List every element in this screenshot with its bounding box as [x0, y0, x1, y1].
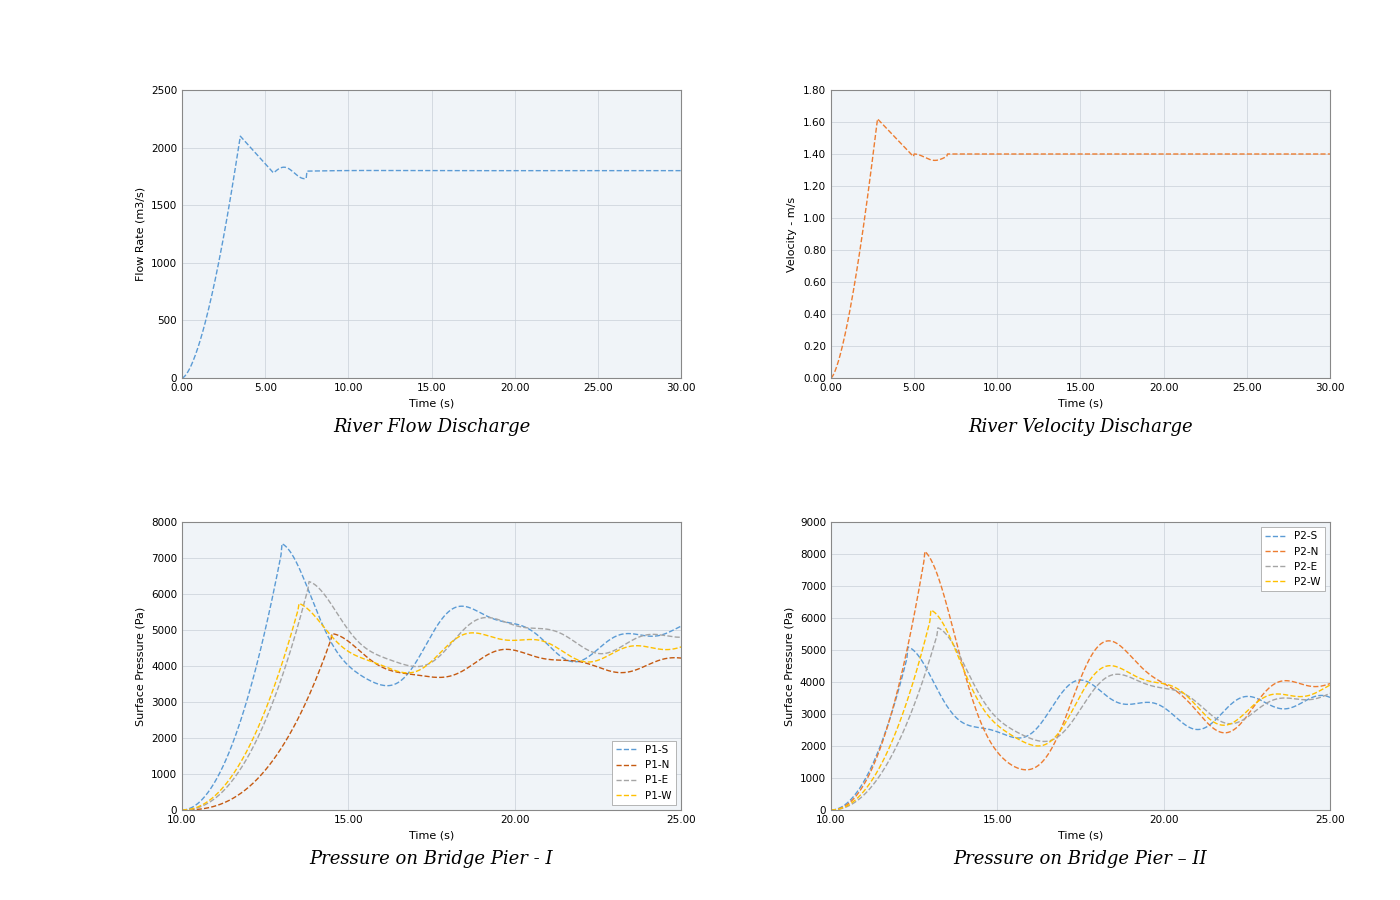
- P2-N: [1064, 696, 1081, 706]
- P1-E: [301, 576, 318, 587]
- Line: P1-N: P1-N: [182, 634, 682, 810]
- Legend: P2-S, P2-N, P2-E, P2-W: P2-S, P2-N, P2-E, P2-W: [1261, 527, 1324, 591]
- P2-E: [1093, 675, 1110, 686]
- Text: River Velocity Discharge: River Velocity Discharge: [969, 418, 1193, 436]
- P1-W: [662, 644, 679, 655]
- P1-W: [673, 642, 690, 652]
- P2-E: [1310, 692, 1327, 703]
- Line: P2-W: P2-W: [830, 610, 1330, 810]
- P2-W: [1061, 711, 1078, 722]
- P2-W: [822, 805, 839, 815]
- P1-W: [412, 664, 428, 675]
- P2-E: [1064, 716, 1081, 727]
- Line: P1-E: P1-E: [182, 581, 682, 810]
- P2-W: [1232, 711, 1249, 722]
- P2-S: [899, 642, 916, 652]
- P1-S: [174, 805, 190, 815]
- Line: P2-S: P2-S: [830, 647, 1330, 810]
- P1-E: [673, 632, 690, 643]
- P1-S: [584, 649, 601, 660]
- P1-N: [414, 670, 431, 681]
- P1-S: [472, 608, 489, 618]
- P2-S: [822, 805, 839, 815]
- Line: P2-E: P2-E: [830, 628, 1330, 810]
- Y-axis label: Surface Pressure (Pa): Surface Pressure (Pa): [136, 607, 146, 725]
- P2-W: [1093, 662, 1110, 673]
- P2-N: [1120, 649, 1137, 660]
- P2-E: [1232, 716, 1249, 726]
- P2-S: [1093, 687, 1110, 698]
- P1-S: [414, 644, 431, 655]
- Y-axis label: Velocity - m/s: Velocity - m/s: [787, 196, 798, 272]
- P2-E: [822, 805, 839, 815]
- P2-W: [1120, 667, 1137, 678]
- P1-W: [174, 805, 190, 815]
- X-axis label: Time (s): Time (s): [409, 399, 454, 409]
- P1-E: [445, 636, 462, 647]
- P1-E: [174, 805, 190, 815]
- P2-N: [1093, 638, 1110, 649]
- P1-W: [472, 628, 489, 639]
- P1-N: [174, 805, 190, 815]
- P1-S: [273, 538, 290, 549]
- P2-N: [1232, 718, 1249, 729]
- P1-N: [673, 652, 690, 663]
- P1-E: [414, 661, 431, 671]
- Text: Pressure on Bridge Pier – II: Pressure on Bridge Pier – II: [953, 850, 1207, 868]
- Line: P2-N: P2-N: [830, 552, 1330, 810]
- P1-S: [412, 650, 428, 661]
- P2-N: [1310, 681, 1327, 692]
- P1-N: [445, 670, 462, 680]
- P1-W: [291, 598, 308, 608]
- P1-E: [472, 613, 489, 624]
- P1-W: [445, 635, 462, 646]
- Line: P1-W: P1-W: [182, 603, 682, 810]
- P2-S: [1322, 692, 1338, 703]
- P2-E: [1322, 688, 1338, 698]
- P1-E: [662, 631, 679, 642]
- P1-E: [584, 646, 601, 657]
- X-axis label: Time (s): Time (s): [409, 831, 454, 841]
- P2-W: [1322, 680, 1338, 690]
- P1-N: [412, 670, 428, 681]
- P1-E: [412, 661, 428, 671]
- P1-N: [323, 628, 340, 639]
- Line: P1-S: P1-S: [182, 544, 682, 810]
- X-axis label: Time (s): Time (s): [1058, 831, 1103, 841]
- P2-W: [1064, 706, 1081, 716]
- Text: Pressure on Bridge Pier - I: Pressure on Bridge Pier - I: [309, 850, 553, 868]
- P2-N: [917, 546, 934, 557]
- P1-S: [662, 626, 679, 637]
- P2-N: [1061, 703, 1078, 714]
- P2-S: [1310, 690, 1327, 701]
- P2-S: [1120, 699, 1137, 710]
- P2-E: [1061, 721, 1078, 732]
- P1-W: [584, 656, 601, 667]
- P1-S: [673, 621, 690, 632]
- P2-E: [1120, 671, 1137, 682]
- Text: River Flow Discharge: River Flow Discharge: [333, 418, 531, 436]
- P2-N: [1322, 678, 1338, 688]
- P1-N: [472, 654, 489, 665]
- P1-S: [445, 603, 462, 614]
- Y-axis label: Surface Pressure (Pa): Surface Pressure (Pa): [784, 607, 794, 725]
- P2-N: [822, 805, 839, 815]
- X-axis label: Time (s): Time (s): [1058, 399, 1103, 409]
- P1-W: [414, 662, 431, 673]
- P1-N: [662, 652, 679, 663]
- P1-N: [584, 660, 601, 670]
- P2-S: [1061, 680, 1078, 690]
- P2-W: [1310, 686, 1327, 697]
- P2-S: [1064, 678, 1081, 688]
- P2-W: [923, 605, 939, 616]
- P2-E: [930, 623, 946, 634]
- Legend: P1-S, P1-N, P1-E, P1-W: P1-S, P1-N, P1-E, P1-W: [612, 741, 676, 805]
- Y-axis label: Flow Rate (m3/s): Flow Rate (m3/s): [136, 187, 146, 281]
- P2-S: [1232, 692, 1249, 703]
